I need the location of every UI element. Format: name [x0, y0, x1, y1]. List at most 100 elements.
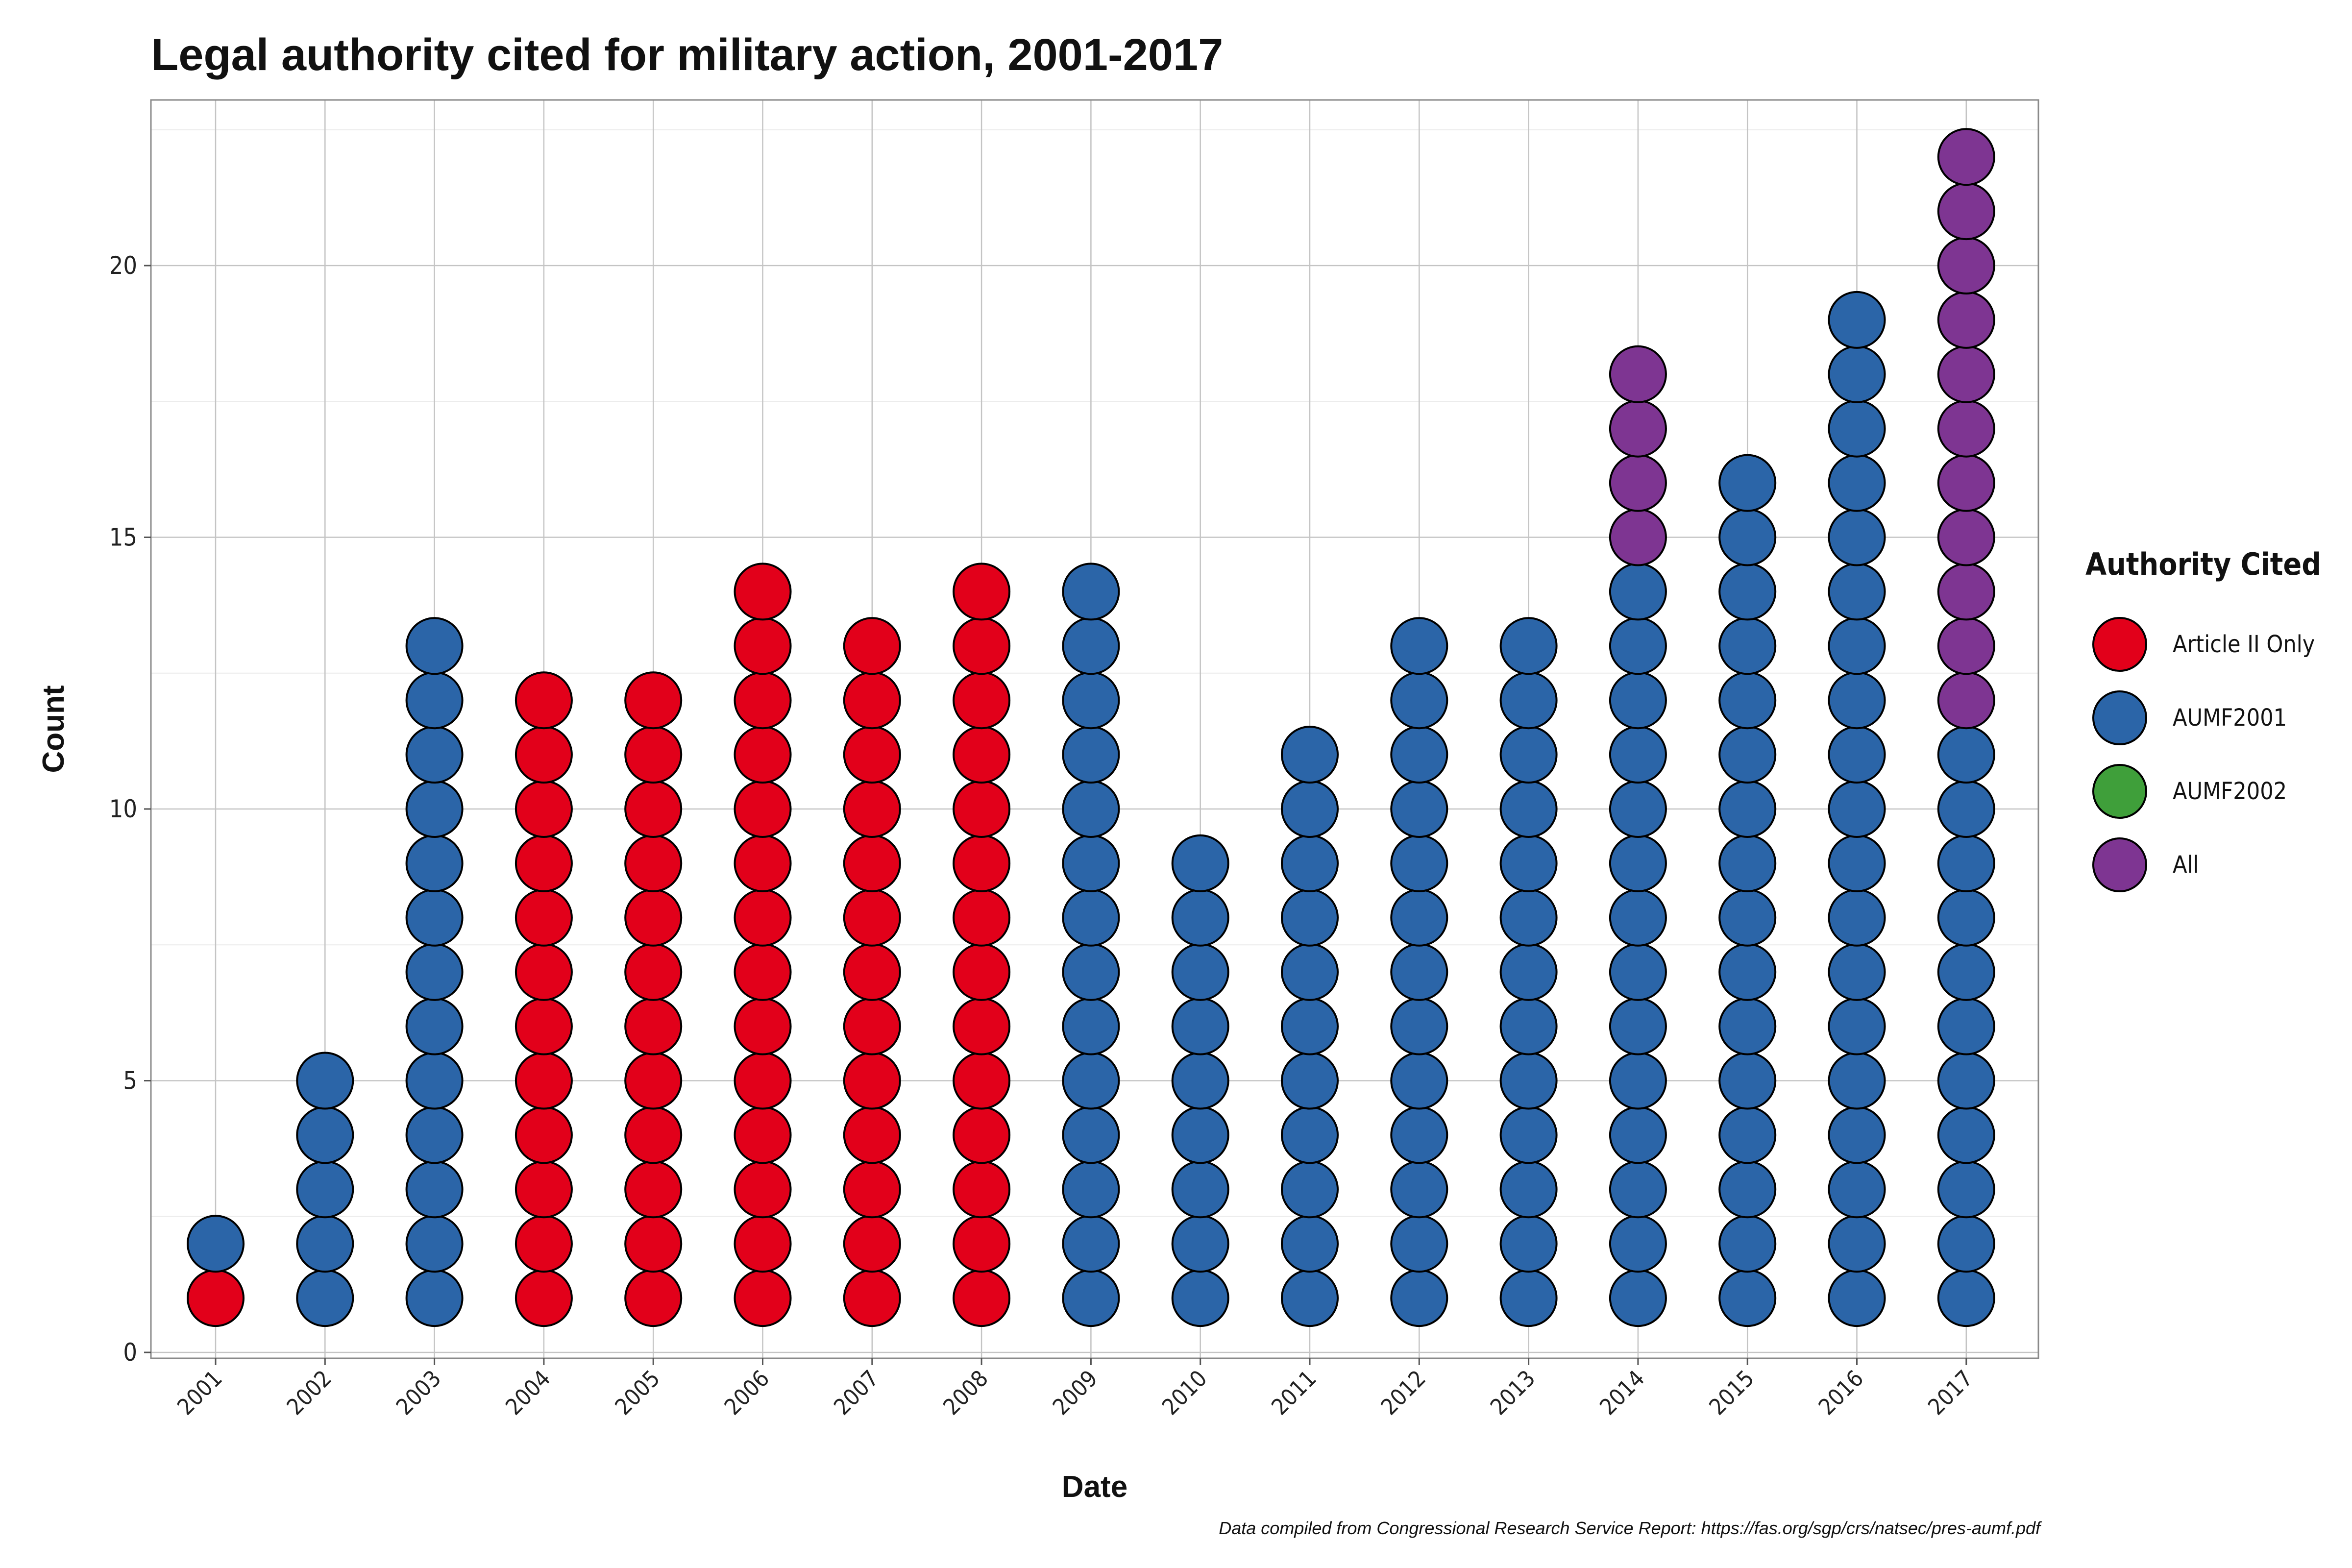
legend-title: Authority Cited — [2085, 546, 2322, 582]
dot-all — [1937, 399, 1995, 458]
dot-article-ii-only — [734, 671, 792, 730]
dot-article-ii-only — [514, 1269, 573, 1327]
dot-aumf2001 — [1718, 1106, 1777, 1164]
dot-aumf2001 — [1718, 834, 1777, 892]
dot-aumf2001 — [1062, 1160, 1120, 1219]
dot-aumf2001 — [1390, 1269, 1448, 1327]
x-tick-label: 2017 — [1923, 1365, 1978, 1421]
dot-aumf2001 — [1062, 834, 1120, 892]
dot-all — [1937, 454, 1995, 512]
dot-aumf2001 — [1062, 617, 1120, 675]
dot-aumf2001 — [1828, 345, 1886, 403]
dot-aumf2001 — [1937, 1160, 1995, 1219]
dot-article-ii-only — [624, 780, 683, 838]
x-tick-label: 2016 — [1813, 1365, 1869, 1421]
chart-title: Legal authority cited for military actio… — [151, 30, 1224, 80]
x-tick-label: 2003 — [391, 1365, 446, 1421]
dot-aumf2001 — [1718, 508, 1777, 566]
dot-article-ii-only — [953, 1160, 1011, 1219]
dot-aumf2001 — [296, 1052, 354, 1110]
dot-all — [1609, 345, 1667, 403]
dot-article-ii-only — [734, 563, 792, 621]
dot-aumf2001 — [405, 997, 464, 1055]
dot-aumf2001 — [1609, 563, 1667, 621]
dot-aumf2001 — [1718, 1052, 1777, 1110]
dot-aumf2001 — [1609, 617, 1667, 675]
dot-aumf2001 — [296, 1106, 354, 1164]
dot-aumf2001 — [1281, 1269, 1339, 1327]
dot-article-ii-only — [514, 726, 573, 784]
dot-aumf2001 — [1390, 671, 1448, 730]
dot-article-ii-only — [843, 1215, 901, 1273]
dot-aumf2001 — [1609, 671, 1667, 730]
dot-article-ii-only — [953, 780, 1011, 838]
dot-aumf2001 — [1390, 780, 1448, 838]
dot-aumf2001 — [1171, 1106, 1229, 1164]
dot-aumf2001 — [296, 1160, 354, 1219]
dot-aumf2001 — [1390, 617, 1448, 675]
legend-key-article-ii-only — [2092, 617, 2147, 672]
x-tick-label: 2011 — [1266, 1365, 1322, 1421]
dot-aumf2001 — [1281, 780, 1339, 838]
dot-aumf2001 — [405, 617, 464, 675]
dot-aumf2001 — [1499, 1215, 1558, 1273]
dot-aumf2001 — [1281, 1160, 1339, 1219]
dot-aumf2001 — [1171, 1160, 1229, 1219]
dot-all — [1609, 454, 1667, 512]
dot-article-ii-only — [624, 671, 683, 730]
plot-panel-border — [150, 99, 2039, 1359]
dot-article-ii-only — [734, 1215, 792, 1273]
legend-item-aumf2002: AUMF2002 — [2082, 755, 2347, 828]
dot-article-ii-only — [734, 1160, 792, 1219]
x-tick-label: 2012 — [1375, 1365, 1431, 1421]
dot-aumf2001 — [1718, 1160, 1777, 1219]
dot-article-ii-only — [624, 997, 683, 1055]
dot-aumf2001 — [1937, 1052, 1995, 1110]
dot-aumf2001 — [1281, 1106, 1339, 1164]
dot-aumf2001 — [405, 943, 464, 1001]
dot-aumf2001 — [1609, 1160, 1667, 1219]
dot-article-ii-only — [734, 1269, 792, 1327]
y-axis-label: Count — [37, 685, 71, 773]
dot-aumf2001 — [1609, 780, 1667, 838]
y-tick-label: 10 — [109, 795, 137, 823]
dot-article-ii-only — [514, 780, 573, 838]
dot-aumf2001 — [1828, 671, 1886, 730]
dot-aumf2001 — [1718, 888, 1777, 947]
dot-aumf2001 — [1499, 943, 1558, 1001]
dot-all — [1937, 182, 1995, 241]
dot-aumf2001 — [1281, 834, 1339, 892]
dot-aumf2001 — [1281, 997, 1339, 1055]
dot-aumf2001 — [1718, 1269, 1777, 1327]
dot-aumf2001 — [1828, 399, 1886, 458]
dot-article-ii-only — [843, 1160, 901, 1219]
dot-article-ii-only — [953, 1269, 1011, 1327]
dot-aumf2001 — [1171, 997, 1229, 1055]
dot-aumf2001 — [1828, 563, 1886, 621]
dot-aumf2001 — [1828, 617, 1886, 675]
dot-article-ii-only — [624, 1106, 683, 1164]
y-tick-label: 0 — [123, 1338, 137, 1367]
dot-aumf2001 — [1390, 726, 1448, 784]
dot-aumf2001 — [1499, 1160, 1558, 1219]
dot-aumf2001 — [1937, 1269, 1995, 1327]
dot-article-ii-only — [843, 726, 901, 784]
dot-aumf2001 — [1828, 1106, 1886, 1164]
dot-aumf2001 — [1499, 1052, 1558, 1110]
dot-all — [1937, 671, 1995, 730]
dot-article-ii-only — [953, 1215, 1011, 1273]
dot-aumf2001 — [1718, 617, 1777, 675]
x-tick-label: 2004 — [500, 1365, 556, 1421]
dot-all — [1937, 345, 1995, 403]
dot-aumf2001 — [1718, 943, 1777, 1001]
dot-aumf2001 — [1390, 888, 1448, 947]
dot-article-ii-only — [843, 617, 901, 675]
dot-aumf2001 — [1609, 726, 1667, 784]
dot-aumf2001 — [1828, 726, 1886, 784]
dot-aumf2001 — [1390, 1215, 1448, 1273]
dot-aumf2001 — [1828, 1215, 1886, 1273]
dot-aumf2001 — [296, 1215, 354, 1273]
dot-aumf2001 — [1062, 888, 1120, 947]
x-tick-label: 2005 — [610, 1365, 665, 1421]
